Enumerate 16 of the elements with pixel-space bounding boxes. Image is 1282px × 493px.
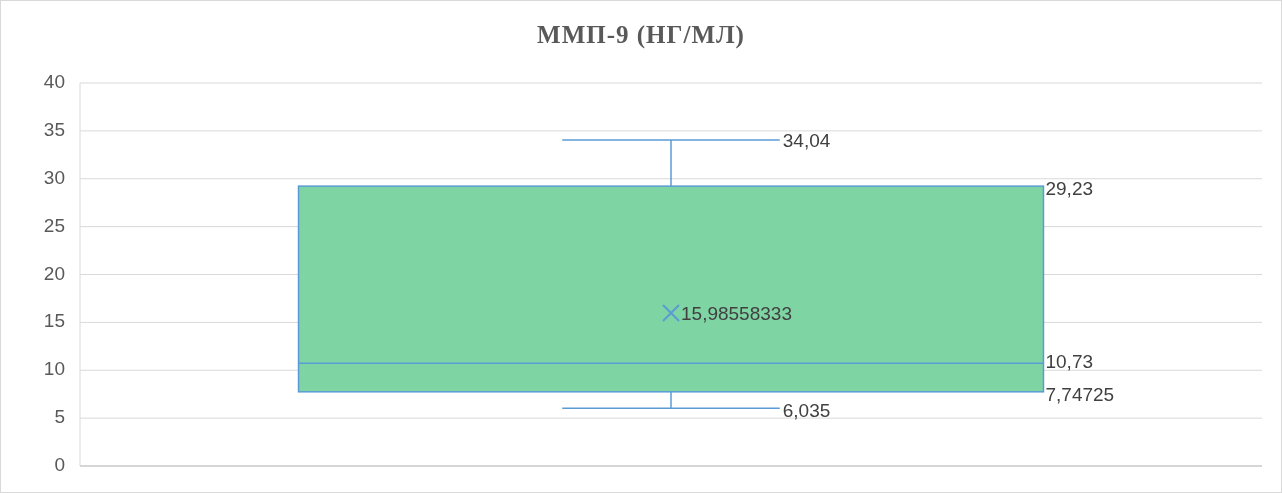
y-tick-label: 20 xyxy=(43,262,65,284)
y-tick-label: 0 xyxy=(54,454,65,476)
text: 10,73 xyxy=(1045,351,1094,373)
y-tick-label: 40 xyxy=(43,71,65,93)
text: 7,74725 xyxy=(1045,383,1115,405)
text: 29,23 xyxy=(1045,178,1094,200)
chart-title: ММП-9 (НГ/МЛ) xyxy=(537,21,745,49)
y-tick-label: 5 xyxy=(54,406,65,428)
y-tick-label: 25 xyxy=(43,214,65,236)
text: 15,98558333 xyxy=(681,302,792,324)
text: 6,035 xyxy=(782,400,831,422)
text: 34,04 xyxy=(782,130,831,152)
y-tick-label: 35 xyxy=(43,118,65,140)
y-tick-label: 10 xyxy=(43,358,65,380)
y-tick-label: 30 xyxy=(43,166,65,188)
y-tick-label: 15 xyxy=(43,310,65,332)
